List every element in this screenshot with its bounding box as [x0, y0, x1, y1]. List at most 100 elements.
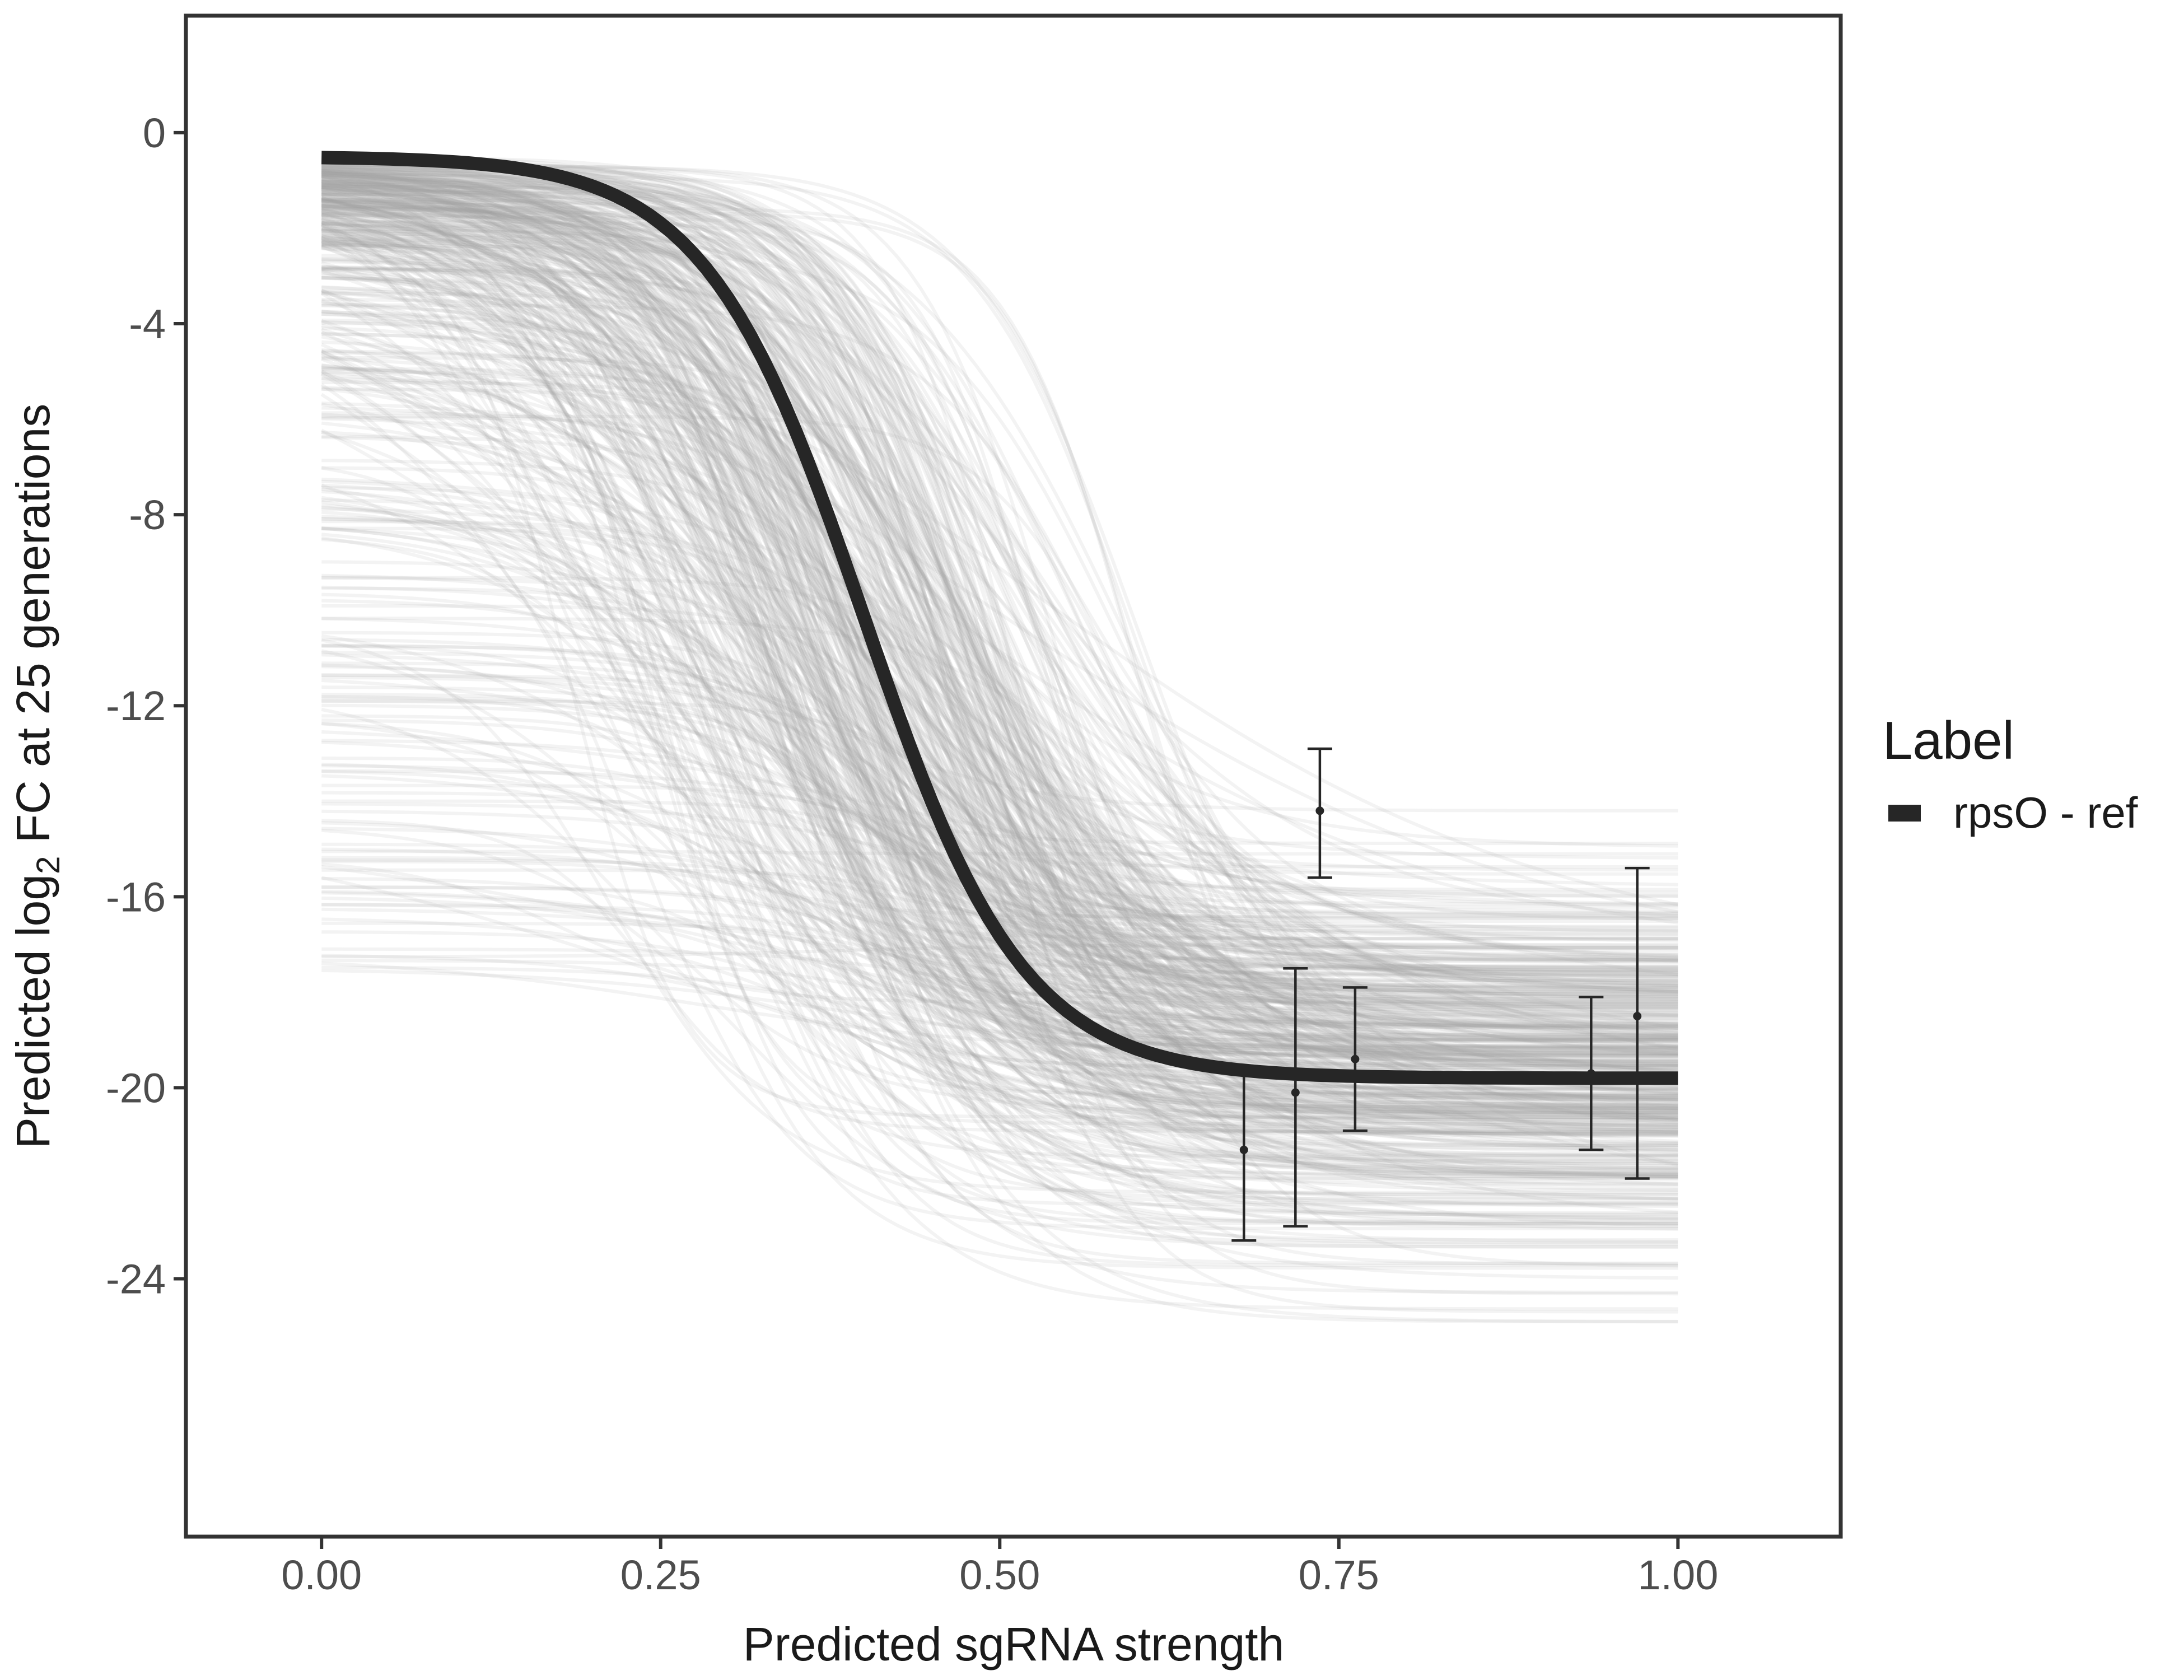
- posterior-draw-line: [321, 885, 1678, 1122]
- posterior-draw-line: [321, 714, 1678, 990]
- posterior-draw-line: [321, 174, 1678, 1175]
- posterior-draw-line: [321, 357, 1678, 953]
- posterior-draw-line: [321, 576, 1678, 1030]
- posterior-draw-line: [321, 665, 1678, 1119]
- posterior-draw-line: [320, 236, 1678, 982]
- posterior-draw-line: [321, 226, 1678, 907]
- posterior-draw-line: [321, 868, 1678, 941]
- posterior-draw-line: [321, 167, 1678, 1245]
- posterior-draw-line: [321, 174, 1678, 1110]
- posterior-draw-line: [321, 227, 1678, 982]
- posterior-draw-line: [321, 174, 1678, 1041]
- posterior-draw-line: [321, 617, 1678, 933]
- posterior-draw-line: [321, 183, 1678, 1129]
- posterior-draws: [320, 155, 1678, 1324]
- error-bar: [1283, 967, 1308, 1228]
- posterior-draw-line: [321, 207, 1678, 1072]
- posterior-draw-line: [321, 165, 1678, 1205]
- posterior-draw-line: [321, 291, 1678, 1157]
- posterior-draw-line: [321, 206, 1678, 1055]
- posterior-draw-line: [321, 180, 1678, 1146]
- posterior-draw-line: [321, 466, 1678, 1230]
- posterior-draw-line: [321, 969, 1678, 1054]
- posterior-draw-line: [321, 180, 1678, 869]
- posterior-draw-line: [321, 319, 1678, 977]
- posterior-draw-line: [321, 197, 1678, 1137]
- posterior-draw-line: [321, 266, 1678, 1012]
- posterior-draw-line: [320, 393, 1678, 1074]
- posterior-draw-line: [321, 169, 1678, 1136]
- posterior-draw-line: [321, 416, 1678, 1108]
- posterior-draw-line: [321, 239, 1678, 1067]
- y-tick-label: -24: [106, 1256, 166, 1303]
- posterior-draw-line: [321, 203, 1678, 986]
- posterior-draw-line: [321, 192, 1678, 920]
- posterior-draw-line: [321, 265, 1678, 1067]
- posterior-draw-line: [321, 172, 1678, 1023]
- posterior-draw-line: [321, 234, 1678, 1038]
- posterior-draw-line: [321, 498, 1678, 1163]
- posterior-draw-line: [321, 183, 1678, 1144]
- y-tick-label: -16: [106, 874, 166, 920]
- posterior-draw-line: [321, 483, 1678, 996]
- posterior-draw-line: [321, 769, 1678, 998]
- posterior-draw-line: [321, 367, 1678, 972]
- posterior-draw-line: [321, 200, 1678, 948]
- posterior-draw-line: [321, 332, 1678, 1028]
- posterior-draw-line: [321, 234, 1678, 1042]
- posterior-draw-line: [321, 193, 1678, 1090]
- posterior-draw-line: [321, 921, 1678, 1053]
- posterior-draw-line: [321, 188, 1678, 1015]
- posterior-draw-line: [321, 180, 1678, 962]
- posterior-draw-line: [321, 638, 1678, 813]
- posterior-draw-line: [321, 190, 1678, 1028]
- posterior-draw-line: [321, 527, 1678, 968]
- posterior-draw-line: [321, 271, 1678, 1033]
- posterior-draw-line: [321, 699, 1678, 1039]
- posterior-draw-line: [321, 276, 1678, 1102]
- posterior-draw-line: [321, 186, 1678, 894]
- posterior-draw-line: [321, 204, 1678, 1145]
- posterior-draw-line: [321, 268, 1678, 1042]
- posterior-draw-line: [321, 576, 1678, 964]
- posterior-draw-line: [321, 242, 1678, 1096]
- posterior-draw-line: [321, 178, 1678, 1036]
- posterior-draw-line: [321, 213, 1678, 976]
- error-bar: [1231, 1067, 1257, 1242]
- posterior-draw-line: [321, 276, 1678, 1050]
- posterior-draw-line: [321, 174, 1678, 1133]
- posterior-draw-line: [321, 207, 1678, 1064]
- posterior-draw-line: [321, 363, 1678, 1019]
- posterior-draw-line: [321, 414, 1678, 985]
- posterior-draw-line: [321, 673, 1678, 1041]
- posterior-draw-line: [321, 643, 1678, 1000]
- posterior-draw-line: [321, 182, 1678, 996]
- posterior-draw-line: [321, 171, 1678, 1137]
- posterior-draw-line: [321, 164, 1678, 1117]
- posterior-draw-line: [321, 304, 1678, 917]
- posterior-draw-line: [321, 196, 1678, 1174]
- posterior-draw-line: [321, 174, 1678, 962]
- posterior-draw-line: [321, 181, 1678, 943]
- posterior-draw-line: [321, 243, 1678, 997]
- posterior-draw-line: [321, 903, 1678, 1043]
- posterior-draw-line: [320, 223, 1678, 1070]
- posterior-draw-line: [321, 197, 1678, 1039]
- posterior-draw-line: [321, 435, 1678, 992]
- posterior-draw-line: [321, 186, 1678, 1147]
- posterior-draw-line: [321, 203, 1678, 1323]
- posterior-draw-line: [321, 175, 1678, 1163]
- posterior-draw-line: [321, 842, 1678, 1053]
- posterior-draw-line: [321, 186, 1678, 1006]
- posterior-draw-line: [321, 166, 1678, 1071]
- posterior-draw-line: [321, 198, 1678, 1014]
- posterior-draw-line: [321, 243, 1678, 999]
- posterior-draw-line: [321, 828, 1678, 1249]
- x-tick-label: 1.00: [1637, 1552, 1718, 1598]
- posterior-draw-line: [321, 198, 1678, 1035]
- posterior-draw-line: [321, 430, 1678, 979]
- posterior-draw-line: [321, 297, 1678, 1066]
- posterior-draw-line: [321, 230, 1678, 1039]
- posterior-draw-line: [321, 204, 1678, 1040]
- posterior-draw-line: [321, 257, 1678, 923]
